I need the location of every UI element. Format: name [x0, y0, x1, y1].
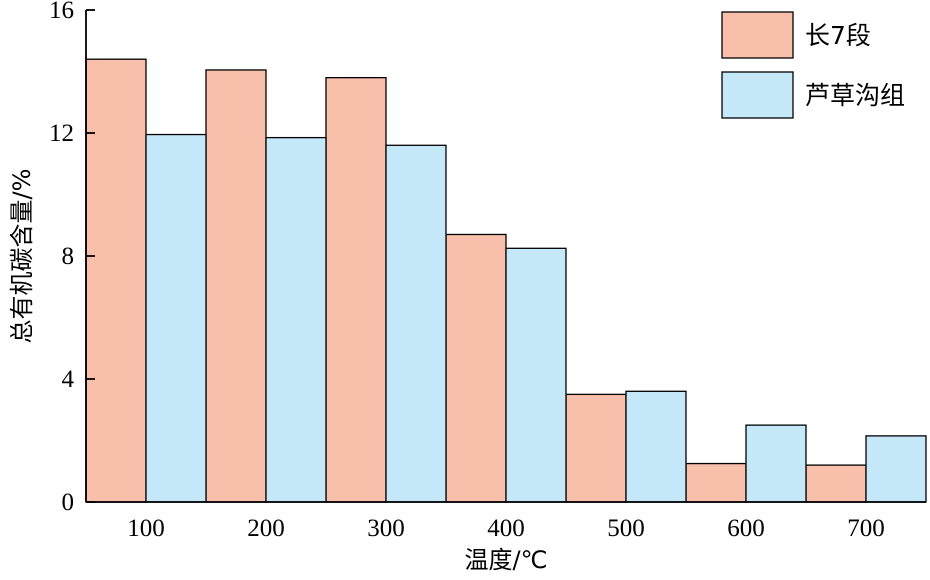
bar-2-600 [745, 424, 807, 503]
bar-1-700 [805, 464, 867, 503]
bar-2-700 [865, 435, 927, 503]
x-ticks-group: 100 200 300 400 500 600 700 [127, 515, 885, 542]
bar-1-100 [85, 58, 147, 503]
bar-1-200 [205, 69, 267, 503]
x-tick-label: 200 [247, 515, 285, 542]
legend-swatch-2 [721, 71, 794, 119]
y-tick-label: 0 [62, 489, 75, 516]
bar-1-600 [685, 462, 747, 503]
bar-1-400 [445, 233, 507, 503]
x-tick-label: 600 [727, 515, 765, 542]
legend-label-2: 芦草沟组 [805, 81, 905, 110]
bar-1-300 [325, 77, 387, 503]
x-tick-label: 300 [367, 515, 405, 542]
y-tick-label: 8 [62, 243, 75, 270]
bars-group [85, 58, 927, 503]
y-tick-label: 4 [62, 366, 75, 393]
x-axis-title: 温度/℃ [464, 546, 547, 574]
bar-2-200 [265, 136, 327, 503]
y-tick-label: 12 [49, 120, 74, 147]
y-tick-label: 16 [49, 0, 74, 24]
bar-2-400 [505, 247, 567, 503]
y-ticks-group: 0 4 8 12 16 [49, 0, 95, 516]
bar-2-300 [385, 144, 447, 503]
x-tick-label: 100 [127, 515, 165, 542]
bar-2-500 [625, 390, 687, 503]
legend-swatch-1 [721, 11, 794, 59]
bar-1-500 [565, 393, 627, 503]
x-tick-label: 500 [607, 515, 645, 542]
bar-2-100 [145, 133, 207, 503]
x-tick-label: 400 [487, 515, 525, 542]
y-axis-title: 总有机碳含量/% [8, 169, 36, 344]
x-tick-label: 700 [847, 515, 885, 542]
legend-label-1: 长7段 [805, 21, 871, 50]
